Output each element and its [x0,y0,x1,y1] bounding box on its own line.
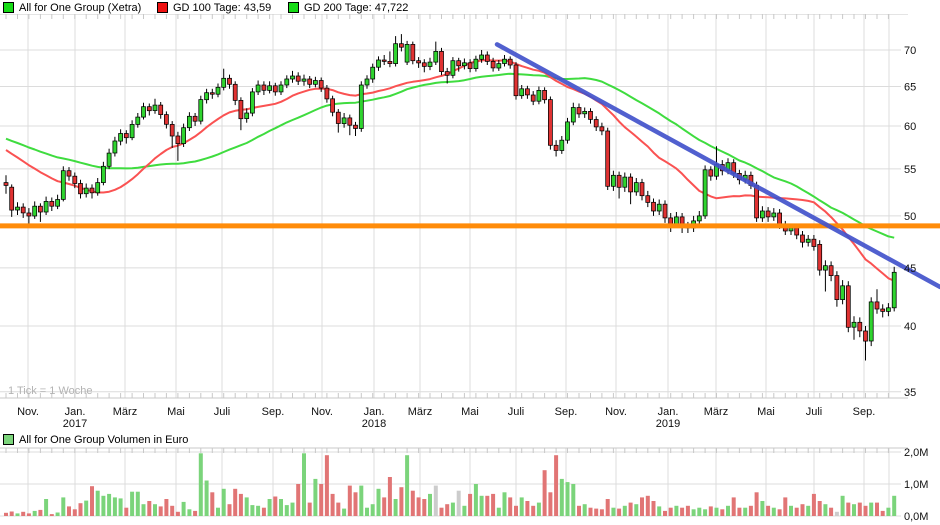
svg-text:Jan.: Jan. [658,406,679,418]
svg-text:65: 65 [904,82,916,94]
tick-interval-note: 1 Tick = 1 Woche [8,385,93,397]
svg-text:Sep.: Sep. [262,406,285,418]
svg-text:Nov.: Nov. [17,406,39,418]
svg-text:0,0M: 0,0M [904,511,928,523]
svg-text:Sep.: Sep. [853,406,876,418]
svg-text:2,0M: 2,0M [904,447,928,459]
svg-text:Mai: Mai [461,406,479,418]
series-color-swatch [3,2,14,13]
svg-text:2019: 2019 [656,418,680,430]
volume-color-swatch [3,434,14,445]
svg-text:Jan.: Jan. [65,406,86,418]
svg-text:60: 60 [904,121,916,133]
volume-axis-labels: 2,0M 1,0M 0,0M [904,447,928,523]
svg-text:55: 55 [904,164,916,176]
gd100-line [5,59,895,282]
legend-item-gd100: GD 100 Tage: 43,59 [157,1,271,14]
svg-text:45: 45 [904,263,916,275]
svg-text:35: 35 [904,387,916,399]
legend-item-gd200: GD 200 Tage: 47,722 [288,1,408,14]
price-axis-labels: 70 65 60 55 50 45 40 35 [904,45,916,399]
gd200-label: GD 200 Tage: 47,722 [304,1,409,14]
svg-text:1,0M: 1,0M [904,479,928,491]
gd100-color-swatch [157,2,168,13]
gd100-label: GD 100 Tage: 43,59 [173,1,272,14]
svg-text:40: 40 [904,321,916,333]
svg-text:Juli: Juli [214,406,231,418]
svg-text:März: März [408,406,432,418]
series-name: All for One Group (Xetra) [19,1,142,14]
gd200-line [5,72,895,239]
svg-text:Nov.: Nov. [605,406,627,418]
svg-text:Sep.: Sep. [555,406,578,418]
legend-item-series: All for One Group (Xetra) [3,1,141,14]
candlestick-series [3,34,897,361]
gd200-color-swatch [288,2,299,13]
svg-text:Nov.: Nov. [311,406,333,418]
svg-text:März: März [113,406,137,418]
svg-text:50: 50 [904,211,916,223]
svg-text:2017: 2017 [63,418,87,430]
svg-text:Juli: Juli [508,406,525,418]
svg-text:70: 70 [904,45,916,57]
volume-bars [4,453,897,516]
svg-text:März: März [704,406,728,418]
svg-text:2018: 2018 [362,418,386,430]
trend-line [494,42,940,290]
svg-text:Mai: Mai [167,406,185,418]
legend-item-volume: All for One Group Volumen in Euro [3,433,188,446]
svg-text:Mai: Mai [757,406,775,418]
volume-series-name: All for One Group Volumen in Euro [19,433,189,446]
svg-text:Juli: Juli [806,406,823,418]
volume-chart: 2,0M 1,0M 0,0M [0,447,928,523]
price-grid [0,14,908,399]
svg-text:Jan.: Jan. [364,406,385,418]
